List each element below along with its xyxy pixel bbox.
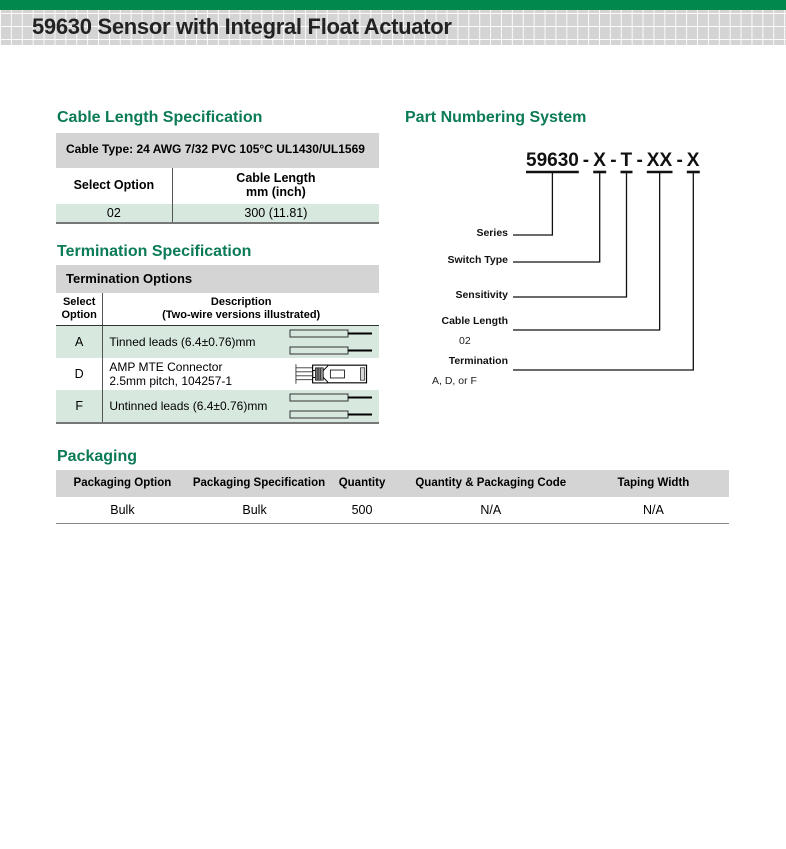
svg-text:T: T xyxy=(621,150,633,171)
svg-text:-: - xyxy=(583,150,589,171)
svg-text:-: - xyxy=(677,150,683,171)
svg-text:X: X xyxy=(687,150,700,171)
svg-text:X: X xyxy=(593,150,606,171)
svg-text:XX: XX xyxy=(647,150,673,171)
svg-text:-: - xyxy=(637,150,643,171)
svg-text:-: - xyxy=(610,150,616,171)
svg-text:59630: 59630 xyxy=(526,150,579,171)
